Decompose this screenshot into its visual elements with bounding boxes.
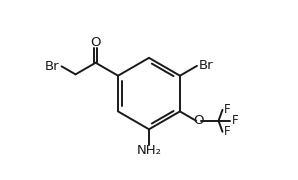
Text: F: F xyxy=(224,103,231,116)
Text: Br: Br xyxy=(45,60,60,73)
Text: NH₂: NH₂ xyxy=(136,144,162,157)
Text: O: O xyxy=(90,36,101,49)
Text: Br: Br xyxy=(199,59,213,72)
Text: F: F xyxy=(232,114,238,127)
Text: O: O xyxy=(193,114,204,127)
Text: F: F xyxy=(224,125,231,138)
